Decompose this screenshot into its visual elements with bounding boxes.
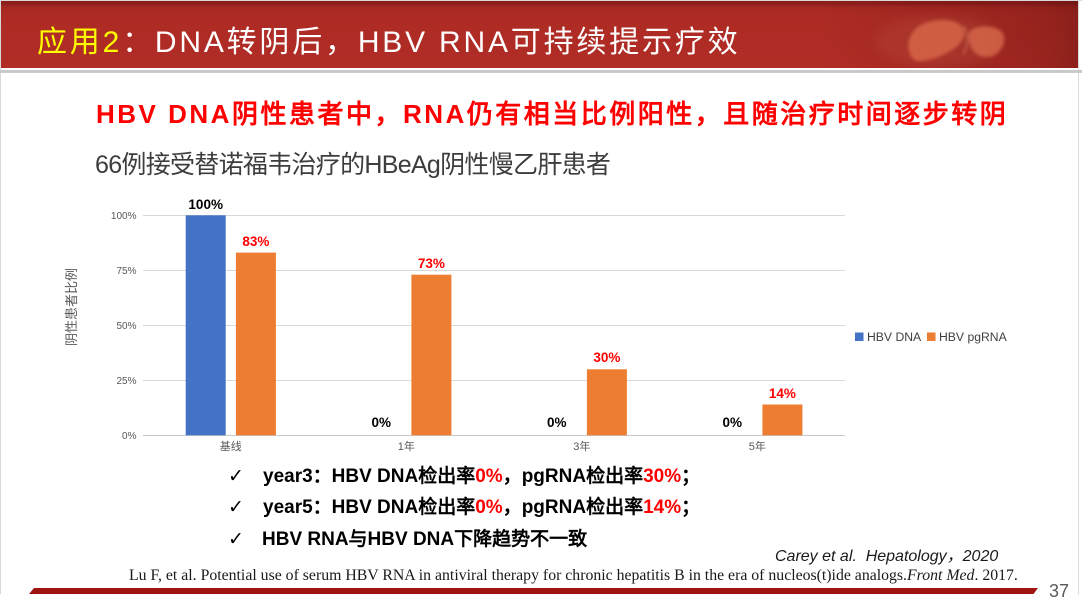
svg-text:0%: 0%: [547, 415, 567, 430]
svg-text:3年: 3年: [573, 439, 590, 453]
svg-text:83%: 83%: [242, 234, 269, 249]
svg-text:HBV DNA: HBV DNA: [867, 330, 922, 344]
svg-text:75%: 75%: [116, 266, 136, 277]
svg-text:HBV pgRNA: HBV pgRNA: [939, 330, 1008, 344]
svg-text:阴性患者比例: 阴性患者比例: [64, 268, 79, 346]
svg-text:100%: 100%: [111, 211, 137, 222]
svg-text:0%: 0%: [122, 431, 137, 442]
svg-text:25%: 25%: [116, 376, 136, 387]
svg-text:50%: 50%: [116, 321, 136, 332]
svg-text:0%: 0%: [371, 415, 391, 430]
svg-text:1年: 1年: [398, 439, 415, 453]
svg-text:基线: 基线: [220, 439, 242, 453]
svg-text:5年: 5年: [749, 439, 766, 453]
svg-text:73%: 73%: [418, 256, 445, 271]
svg-text:0%: 0%: [722, 415, 742, 430]
svg-text:14%: 14%: [769, 386, 796, 401]
svg-text:30%: 30%: [593, 350, 620, 365]
svg-text:100%: 100%: [188, 197, 223, 212]
